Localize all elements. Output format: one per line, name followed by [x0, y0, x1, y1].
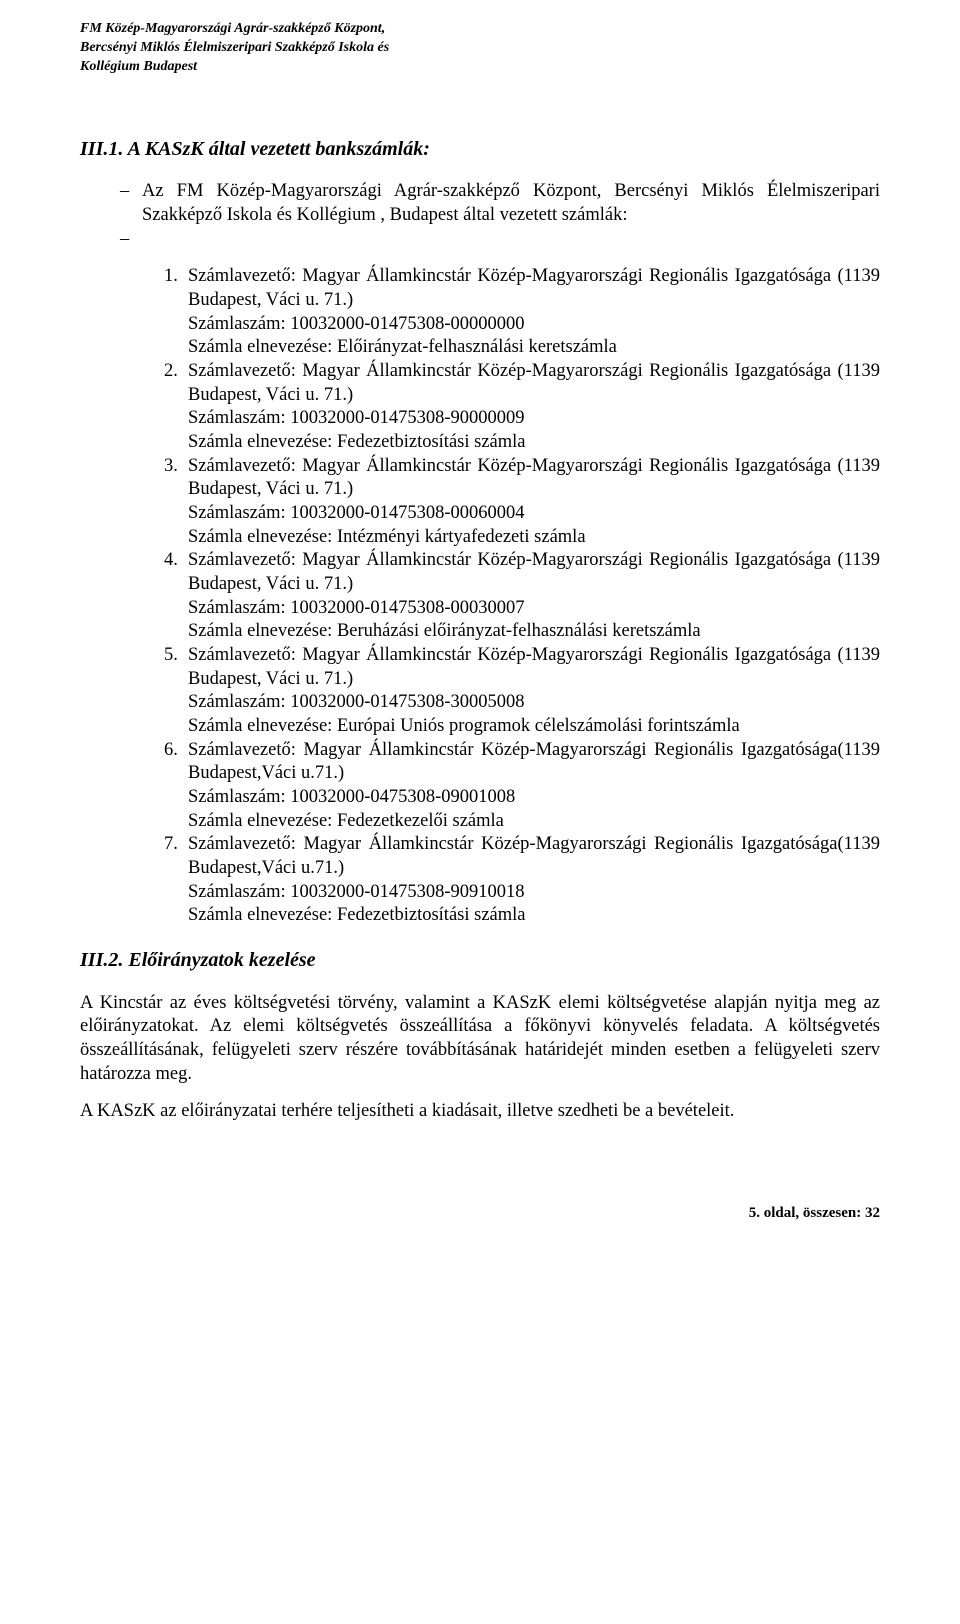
section-1-heading: III.1. A KASzK által vezetett bankszámlá… — [80, 137, 880, 163]
item-line: Számlaszám: 10032000-01475308-90910018 — [188, 881, 880, 905]
item-line: Számlavezető: Magyar Államkincstár Közép… — [188, 739, 880, 786]
item-line: Számlaszám: 10032000-01475308-00060004 — [188, 502, 880, 526]
item-line: Számla elnevezése: Intézményi kártyafede… — [188, 526, 880, 550]
item-line: Számlaszám: 10032000-01475308-00000000 — [188, 313, 880, 337]
item-line: Számlavezető: Magyar Államkincstár Közép… — [188, 360, 880, 407]
list-item: 3. Számlavezető: Magyar Államkincstár Kö… — [164, 455, 880, 550]
item-line: Számla elnevezése: Fedezetbiztosítási sz… — [188, 431, 880, 455]
list-item: 7. Számlavezető: Magyar Államkincstár Kö… — [164, 833, 880, 928]
item-line: Számlaszám: 10032000-0475308-09001008 — [188, 786, 880, 810]
list-item: 4. Számlavezető: Magyar Államkincstár Kö… — [164, 549, 880, 644]
dash-icon: – — [120, 228, 142, 252]
item-number: 3. — [164, 455, 188, 550]
paragraph: A Kincstár az éves költségvetési törvény… — [80, 992, 880, 1087]
item-number: 7. — [164, 833, 188, 928]
list-item: 5. Számlavezető: Magyar Államkincstár Kö… — [164, 644, 880, 739]
intro-item-empty: – — [120, 228, 880, 252]
page-header: FM Közép-Magyarországi Agrár-szakképző K… — [80, 20, 880, 77]
header-line-2: Bercsényi Miklós Élelmiszeripari Szakkép… — [80, 39, 880, 58]
paragraph: A KASzK az előirányzatai terhére teljesí… — [80, 1100, 880, 1124]
intro-text: Az FM Közép-Magyarországi Agrár-szakképz… — [142, 180, 880, 227]
list-item: 1. Számlavezető: Magyar Államkincstár Kö… — [164, 265, 880, 360]
item-line: Számlavezető: Magyar Államkincstár Közép… — [188, 644, 880, 691]
item-line: Számla elnevezése: Előirányzat-felhaszná… — [188, 336, 880, 360]
item-line: Számlavezető: Magyar Államkincstár Közép… — [188, 549, 880, 596]
item-number: 5. — [164, 644, 188, 739]
list-item: 2. Számlavezető: Magyar Államkincstár Kö… — [164, 360, 880, 455]
account-list: 1. Számlavezető: Magyar Államkincstár Kö… — [164, 265, 880, 928]
item-number: 1. — [164, 265, 188, 360]
item-number: 6. — [164, 739, 188, 834]
item-line: Számlavezető: Magyar Államkincstár Közép… — [188, 833, 880, 880]
item-line: Számla elnevezése: Beruházási előirányza… — [188, 620, 880, 644]
item-line: Számlaszám: 10032000-01475308-90000009 — [188, 407, 880, 431]
item-line: Számlaszám: 10032000-01475308-30005008 — [188, 691, 880, 715]
page-footer: 5. oldal, összesen: 32 — [80, 1204, 880, 1223]
intro-item: – Az FM Közép-Magyarországi Agrár-szakké… — [120, 180, 880, 227]
list-item: 6. Számlavezető: Magyar Államkincstár Kö… — [164, 739, 880, 834]
item-line: Számlavezető: Magyar Államkincstár Közép… — [188, 455, 880, 502]
item-line: Számla elnevezése: Fedezetbiztosítási sz… — [188, 904, 880, 928]
intro-list: – Az FM Közép-Magyarországi Agrár-szakké… — [120, 180, 880, 251]
item-number: 4. — [164, 549, 188, 644]
item-line: Számla elnevezése: Fedezetkezelői számla — [188, 810, 880, 834]
section-2-heading: III.2. Előirányzatok kezelése — [80, 948, 880, 974]
item-number: 2. — [164, 360, 188, 455]
intro-text-empty — [142, 228, 880, 252]
item-line: Számlaszám: 10032000-01475308-00030007 — [188, 597, 880, 621]
item-line: Számlavezető: Magyar Államkincstár Közép… — [188, 265, 880, 312]
dash-icon: – — [120, 180, 142, 227]
item-line: Számla elnevezése: Európai Uniós program… — [188, 715, 880, 739]
header-line-1: FM Közép-Magyarországi Agrár-szakképző K… — [80, 20, 880, 39]
header-line-3: Kollégium Budapest — [80, 58, 880, 77]
